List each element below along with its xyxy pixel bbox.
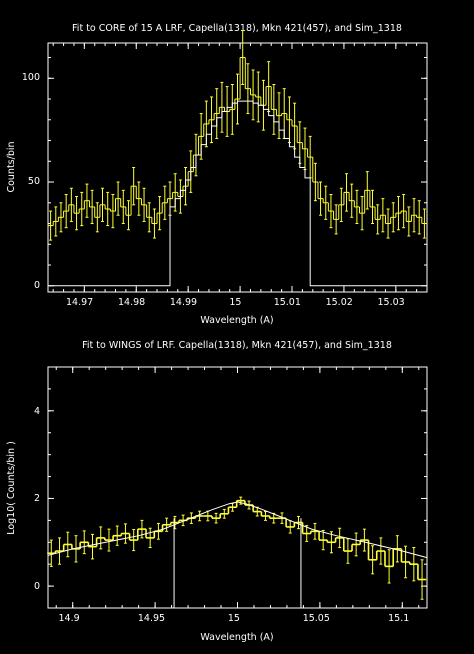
core-data-histogram <box>48 30 427 241</box>
core-y-tick-label-2: 100 <box>22 72 40 83</box>
wings-axis-ticks <box>48 366 427 609</box>
core-x-tick-label-4: 15.01 <box>274 297 301 308</box>
core-x-tick-label-5: 15.02 <box>326 297 353 308</box>
core-x-tick-label-2: 14.99 <box>170 297 197 308</box>
core-chart-title: Fit to CORE of 15 A LRF, Capella(1318), … <box>72 23 402 34</box>
core-y-tick-label-0: 0 <box>34 280 40 291</box>
wings-x-tick-label-0: 14.9 <box>59 613 80 624</box>
wings-model-curve <box>47 501 428 559</box>
core-x-tick-label-6: 15.03 <box>377 297 404 308</box>
wings-chart-title: Fit to WINGS of LRF. Capella(1318), Mkn … <box>82 340 392 351</box>
wings-x-tick-label-4: 15.1 <box>388 613 409 624</box>
wings-x-axis-label: Wavelength (A) <box>200 632 273 643</box>
core-x-axis-label: Wavelength (A) <box>200 315 273 326</box>
core-x-tick-label-3: 15 <box>229 297 241 308</box>
wings-fit-panel: Fit to WINGS of LRF. Capella(1318), Mkn … <box>6 340 428 643</box>
wings-data-histogram <box>47 496 427 600</box>
wings-window-edges <box>173 518 302 608</box>
core-x-tick-label-1: 14.98 <box>118 297 145 308</box>
core-fit-panel: Fit to CORE of 15 A LRF, Capella(1318), … <box>6 23 428 326</box>
core-model-curve <box>50 100 425 287</box>
core-x-tick-label-0: 14.97 <box>66 297 93 308</box>
core-plot-frame <box>47 42 428 293</box>
wings-model-line <box>47 501 428 559</box>
core-model-step-line <box>50 100 425 287</box>
wings-y-axis-label: Log10( Counts/bin ) <box>6 441 17 535</box>
wings-x-tick-label-1: 14.95 <box>138 613 165 624</box>
wings-x-tick-label-2: 15 <box>228 613 240 624</box>
wings-y-tick-label-2: 4 <box>34 406 40 417</box>
wings-y-tick-label-1: 2 <box>34 493 40 504</box>
core-y-tick-label-1: 50 <box>28 176 40 187</box>
core-y-axis-label: Counts/bin <box>6 141 17 192</box>
wings-plot-frame <box>47 366 428 609</box>
wings-x-tick-label-3: 15.05 <box>303 613 330 624</box>
wings-y-tick-label-0: 0 <box>34 581 40 592</box>
